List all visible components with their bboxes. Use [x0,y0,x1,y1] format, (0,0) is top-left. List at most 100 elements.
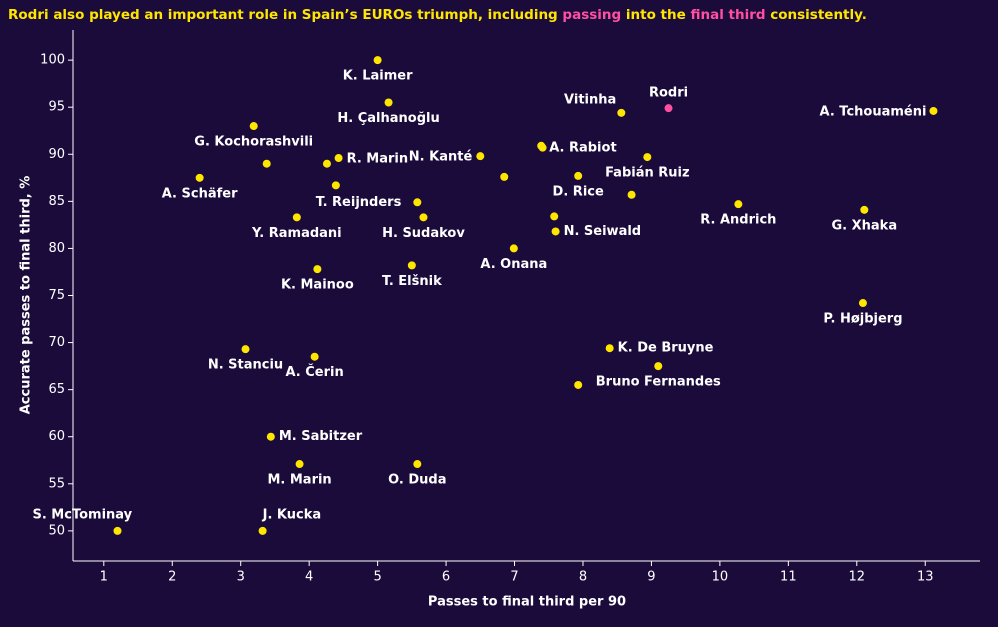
point [195,173,204,182]
point [550,212,559,221]
point-label: Y. Ramadani [251,226,342,241]
point [295,460,304,469]
point-label: A. Onana [480,257,547,272]
x-tick-label: 11 [780,570,797,585]
point-label: D. Rice [553,184,604,199]
point-label: O. Duda [388,473,446,488]
title-segment: passing [562,7,621,23]
x-tick-label: 5 [373,570,381,585]
x-tick-label: 7 [510,570,518,585]
point [258,526,267,535]
point [407,261,416,270]
x-tick-label: 13 [917,570,934,585]
point-label: G. Xhaka [832,218,898,233]
y-tick-label: 65 [48,382,65,397]
point [476,152,485,161]
point [929,106,938,115]
title-segment: final third [690,7,765,23]
y-tick-label: 85 [48,194,65,209]
point-label: Fabián Ruiz [605,166,690,181]
point [617,108,626,117]
point [413,198,422,207]
point [538,143,547,152]
point-label: P. Højbjerg [823,312,902,327]
point-label: R. Andrich [700,213,776,228]
x-tick-label: 4 [305,570,313,585]
point-label: N. Kanté [409,150,473,165]
point-label: K. Mainoo [281,278,354,293]
point-label: K. De Bruyne [618,341,714,356]
point [654,362,663,371]
point-label: A. Rabiot [549,140,616,155]
point-label: T. Reijnders [316,195,402,210]
x-tick-label: 10 [712,570,729,585]
x-tick-label: 3 [237,570,245,585]
title-segment: into the [621,7,690,23]
point [292,213,301,222]
point [858,299,867,308]
chart-title: Rodri also played an important role in S… [8,7,867,23]
y-tick-label: 70 [48,335,65,350]
y-tick-label: 75 [48,288,65,303]
point-label: H. Sudakov [382,226,465,241]
x-tick-label: 1 [100,570,108,585]
point [574,171,583,180]
point [322,159,331,168]
point [509,244,518,253]
y-tick-label: 90 [48,147,65,162]
point [113,526,122,535]
y-tick-label: 50 [48,523,65,538]
point [331,181,340,190]
y-tick-label: 95 [48,100,65,115]
point [249,122,258,131]
x-tick-label: 6 [442,570,450,585]
point [664,104,673,113]
point [266,432,275,441]
title-segment: Rodri also played an important role in S… [8,7,562,23]
point-label: J. Kucka [262,507,322,522]
point-label: A. Schäfer [162,186,238,201]
point-label: N. Seiwald [564,224,642,239]
title-segment: consistently. [766,7,867,23]
point-label: A. Čerin [286,364,344,380]
x-axis-label: Passes to final third per 90 [428,595,626,610]
point-label: S. McTominay [32,507,132,522]
point [551,227,560,236]
point [413,460,422,469]
point [574,380,583,389]
y-axis-label: Accurate passes to final third, % [19,176,34,415]
point-label: R. Marin [347,152,409,167]
point-label: T. Elšnik [382,274,442,289]
point-label: M. Marin [267,473,331,488]
y-tick-label: 80 [48,241,65,256]
point [419,213,428,222]
point-label: Rodri [649,86,688,101]
point [627,190,636,199]
point [734,200,743,209]
point [262,159,271,168]
point [384,98,393,107]
y-tick-label: 100 [40,53,65,68]
point [241,345,250,354]
x-tick-label: 9 [647,570,655,585]
point-label: A. Tchouaméni [820,104,927,119]
y-tick-label: 60 [48,429,65,444]
point-label: G. Kochorashvili [194,135,313,150]
point-label: H. Çalhanoğlu [337,111,439,126]
point-label: K. Laimer [343,69,413,84]
point-label: Vitinha [564,92,616,107]
point [313,265,322,274]
point-label: N. Stanciu [208,358,283,373]
y-tick-label: 55 [48,476,65,491]
x-tick-label: 12 [849,570,866,585]
x-tick-label: 2 [168,570,176,585]
x-tick-label: 8 [579,570,587,585]
point [500,172,509,181]
point [373,56,382,65]
point [860,205,869,214]
point [334,154,343,163]
point-label: Bruno Fernandes [596,375,721,390]
